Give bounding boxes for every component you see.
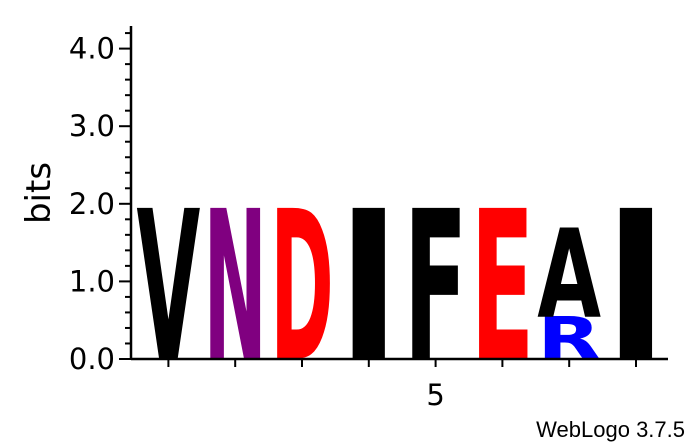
logo-letter-f: F — [404, 167, 468, 408]
logo-glyphs: V N D I F E RA I — [137, 166, 668, 409]
x-axis: 5 — [131, 357, 668, 412]
y-axis-title: bits — [19, 162, 59, 224]
weblogo-version: WebLogo 3.7.5 — [536, 417, 685, 442]
y-axis: 0.0 1.0 2.0 3.0 4.0 — [69, 26, 133, 376]
logo-letter-v: V — [137, 168, 201, 408]
logo-letter-e: E — [471, 167, 535, 408]
logo-letter-n: N — [203, 167, 267, 409]
logo-letter-i: I — [337, 166, 401, 408]
x-tick-label: 5 — [426, 378, 444, 412]
logo-letter-a: A — [537, 203, 601, 346]
y-tick-label: 4.0 — [69, 32, 115, 66]
y-tick-label: 2.0 — [69, 187, 115, 221]
logo-letter-d: D — [270, 167, 334, 408]
y-tick-label: 3.0 — [69, 109, 115, 143]
logo-letter-i: I — [604, 166, 668, 408]
y-tick-label: 1.0 — [69, 264, 115, 298]
y-tick-label: 0.0 — [69, 342, 115, 376]
